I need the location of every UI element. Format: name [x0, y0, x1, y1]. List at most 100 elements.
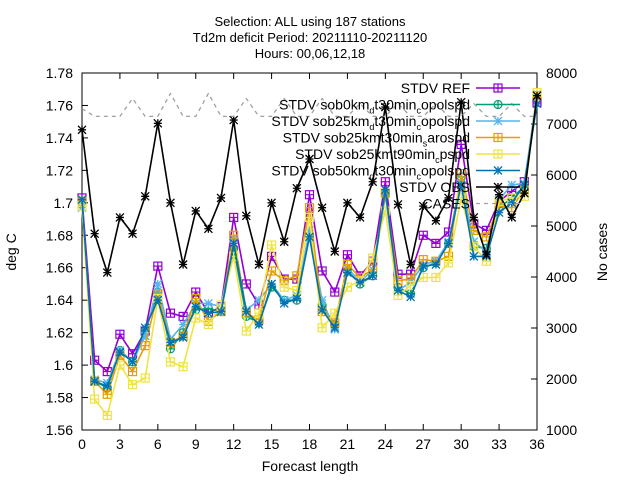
data-point: [267, 279, 277, 289]
legend-entry-3: STDV sob25kmt30minsarospd: [283, 130, 520, 149]
data-point: [203, 298, 213, 308]
data-point: [456, 169, 466, 179]
y2-tick-label: 8000: [546, 65, 577, 81]
data-point: [380, 102, 390, 112]
data-point: [342, 198, 352, 208]
y-tick-label: 1.78: [46, 65, 73, 81]
data-point: [317, 305, 327, 315]
data-point: [443, 258, 454, 268]
data-point: [393, 199, 403, 209]
legend-entry-2: STDV sob25kmdt30mincopolspd: [271, 113, 520, 132]
series-6: [77, 91, 542, 278]
data-point: [165, 308, 176, 318]
data-point: [102, 410, 112, 420]
data-point: [191, 302, 201, 312]
data-point: [305, 232, 314, 242]
x-tick-label: 24: [378, 436, 394, 452]
data-point: [317, 295, 327, 305]
legend-label: STDV sob0kmdt30mincopolspd: [279, 97, 470, 116]
legend-marker: [493, 166, 503, 175]
legend-entry-6: STDV OBS: [399, 179, 520, 195]
legend-entry-7: CASES: [423, 196, 520, 212]
data-point: [178, 333, 188, 342]
data-point: [519, 180, 529, 190]
data-point: [203, 319, 213, 330]
data-point: [292, 294, 302, 304]
y2-tick-label: 5000: [546, 218, 577, 234]
data-point: [330, 323, 340, 333]
legend-label: STDV sob25kmt90mincpspd: [295, 146, 470, 165]
y-axis-label: deg C: [3, 233, 19, 270]
chart-title: Selection: ALL using 187 stations Td2m d…: [193, 14, 427, 61]
data-point: [254, 260, 264, 269]
data-point: [115, 329, 125, 339]
data-point: [342, 250, 353, 260]
legend-entry-4: STDV sob25kmt90mincpspd: [295, 146, 520, 165]
data-point: [317, 203, 327, 213]
data-point: [140, 323, 150, 333]
legend-label: STDV sob25kmt30minsarospd: [283, 130, 470, 149]
x-tick-label: 3: [116, 436, 124, 452]
data-point: [279, 282, 289, 292]
data-point: [254, 320, 264, 329]
data-point: [241, 307, 251, 317]
data-point: [481, 250, 491, 260]
y2-tick-label: 3000: [546, 320, 577, 336]
data-point: [317, 266, 327, 276]
data-point: [456, 180, 466, 190]
data-point: [77, 195, 87, 205]
data-point: [77, 125, 87, 135]
data-point: [267, 198, 277, 208]
data-point: [166, 198, 175, 208]
y2-tick-label: 4000: [546, 269, 577, 285]
data-point: [266, 266, 277, 276]
x-tick-label: 33: [491, 436, 507, 452]
series-line: [81, 92, 537, 118]
legend-marker: [493, 182, 503, 192]
data-point: [191, 293, 201, 304]
legend-entry-5: STDV sob50kmdt30mincopolspd: [271, 163, 520, 182]
data-point: [90, 394, 100, 404]
legend-label: STDV REF: [401, 80, 470, 96]
data-point: [469, 251, 479, 261]
data-point: [380, 185, 390, 195]
data-point: [178, 320, 188, 329]
data-point: [153, 261, 163, 271]
data-point: [469, 212, 479, 222]
data-point: [305, 225, 314, 235]
data-point: [317, 323, 327, 333]
x-tick-label: 36: [529, 436, 545, 452]
data-point: [90, 376, 100, 386]
data-point: [532, 91, 542, 101]
y-tick-label: 1.7: [54, 195, 74, 211]
data-point: [153, 279, 163, 289]
legend-marker: [493, 83, 503, 93]
data-point: [418, 230, 428, 240]
data-point: [292, 285, 302, 296]
data-point: [304, 190, 315, 200]
data-point: [418, 261, 428, 271]
data-point: [241, 326, 251, 336]
data-point: [380, 177, 390, 187]
series-layer: [77, 87, 542, 420]
data-point: [266, 240, 277, 250]
data-point: [507, 180, 517, 190]
y-tick-label: 1.56: [46, 422, 73, 438]
data-point: [229, 238, 239, 248]
data-point: [292, 183, 302, 193]
legend-label: CASES: [423, 196, 470, 212]
y2-tick-label: 7000: [546, 116, 577, 132]
axis-ticks: 0 3 6 9 12 15 18 21 24 27 30 33 361.561.581.61.621.6…: [46, 65, 578, 452]
y2-tick-label: 1000: [546, 422, 577, 438]
data-point: [304, 212, 315, 223]
data-point: [241, 279, 251, 289]
data-point: [507, 212, 517, 222]
data-point: [229, 212, 239, 223]
data-point: [140, 191, 150, 201]
y2-tick-label: 6000: [546, 167, 577, 183]
data-point: [140, 373, 150, 383]
data-point: [279, 298, 289, 308]
data-point: [406, 292, 416, 302]
data-point: [330, 247, 340, 256]
data-point: [229, 230, 239, 240]
